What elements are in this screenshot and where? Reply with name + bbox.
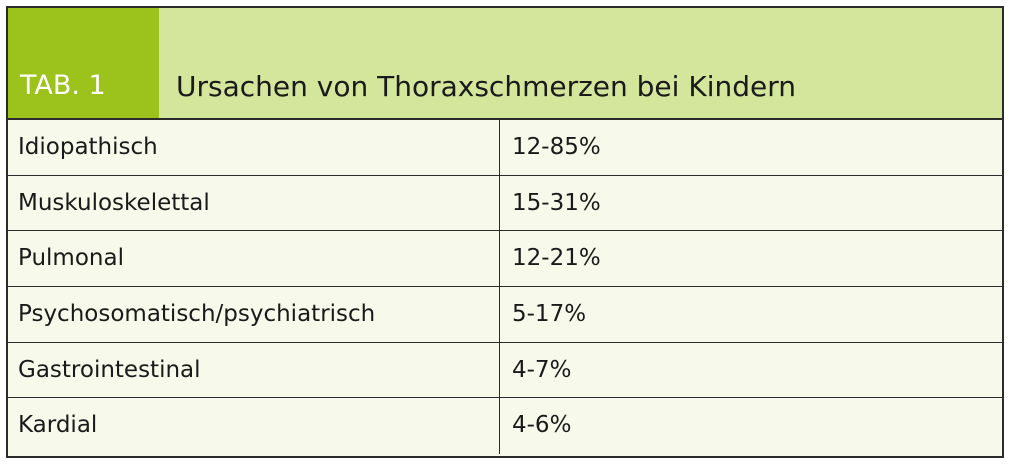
cause-cell: Idiopathisch [8,120,500,175]
table-row: Gastrointestinal 4-7% [8,342,1002,399]
table-number-label: TAB. 1 [8,8,159,118]
cause-cell: Muskuloskelettal [8,175,500,231]
table-row: Psychosomatisch/psychiatrisch 5-17% [8,286,1002,343]
percentage-cell: 5-17% [512,300,587,327]
causes-table: TAB. 1 Ursachen von Thoraxschmerzen bei … [6,6,1004,458]
table-row: Pulmonal 12-21% [8,231,1002,287]
cause-cell: Pulmonal [8,231,500,286]
cause-cell: Psychosomatisch/psychiatrisch [8,286,500,342]
percentage-cell: 4-6% [512,412,572,439]
cause-cell: Kardial [8,398,500,454]
table-row: Idiopathisch 12-85% [8,120,1002,176]
table-row: Kardial 4-6% [8,398,1002,454]
table-row: Muskuloskelettal 15-31% [8,175,1002,232]
table-title: Ursachen von Thoraxschmerzen bei Kindern [176,70,796,103]
table-body: Idiopathisch 12-85% Muskuloskelettal 15-… [8,120,1002,454]
percentage-cell: 4-7% [512,356,572,383]
table-header: TAB. 1 Ursachen von Thoraxschmerzen bei … [8,8,1002,120]
percentage-cell: 15-31% [512,189,601,216]
percentage-cell: 12-85% [512,134,601,160]
percentage-cell: 12-21% [512,245,601,272]
cause-cell: Gastrointestinal [8,342,500,398]
